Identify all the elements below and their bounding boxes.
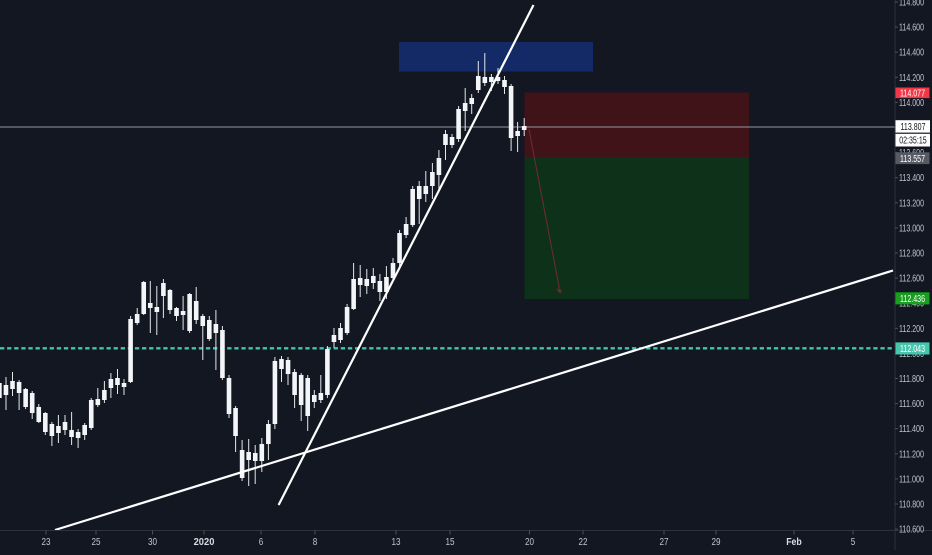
svg-text:111.800: 111.800 <box>899 374 924 385</box>
svg-text:112.600: 112.600 <box>899 274 924 285</box>
svg-text:114.000: 114.000 <box>899 98 924 109</box>
svg-text:114.600: 114.600 <box>899 23 924 34</box>
svg-text:114.800: 114.800 <box>899 0 924 9</box>
svg-text:02:35:15: 02:35:15 <box>899 136 927 147</box>
svg-text:113.200: 113.200 <box>899 198 924 209</box>
svg-text:113.807: 113.807 <box>901 122 926 133</box>
svg-text:111.400: 111.400 <box>899 424 924 435</box>
svg-text:6: 6 <box>259 537 264 548</box>
svg-text:113.000: 113.000 <box>899 223 924 234</box>
svg-text:112.200: 112.200 <box>899 324 924 335</box>
svg-text:13: 13 <box>392 537 401 548</box>
svg-text:112.436: 112.436 <box>900 294 925 305</box>
svg-text:114.077: 114.077 <box>900 88 925 99</box>
svg-text:113.557: 113.557 <box>900 154 925 165</box>
svg-text:111.000: 111.000 <box>899 474 924 485</box>
svg-text:20: 20 <box>525 537 534 548</box>
svg-text:29: 29 <box>712 537 721 548</box>
svg-text:112.043: 112.043 <box>900 344 925 355</box>
svg-text:8: 8 <box>313 537 318 548</box>
svg-text:112.800: 112.800 <box>899 249 924 260</box>
svg-text:114.400: 114.400 <box>899 48 924 59</box>
svg-text:110.600: 110.600 <box>899 525 924 536</box>
svg-text:22: 22 <box>579 537 588 548</box>
svg-text:5: 5 <box>851 537 856 548</box>
svg-text:113.400: 113.400 <box>899 173 924 184</box>
svg-text:27: 27 <box>660 537 669 548</box>
svg-text:111.600: 111.600 <box>899 399 924 410</box>
svg-text:114.200: 114.200 <box>899 73 924 84</box>
svg-text:2020: 2020 <box>194 537 215 548</box>
svg-text:23: 23 <box>42 537 51 548</box>
svg-text:15: 15 <box>446 537 455 548</box>
svg-text:Feb: Feb <box>786 537 802 548</box>
svg-text:111.200: 111.200 <box>899 449 924 460</box>
svg-text:25: 25 <box>92 537 101 548</box>
svg-text:30: 30 <box>148 537 157 548</box>
svg-text:110.800: 110.800 <box>899 500 924 511</box>
